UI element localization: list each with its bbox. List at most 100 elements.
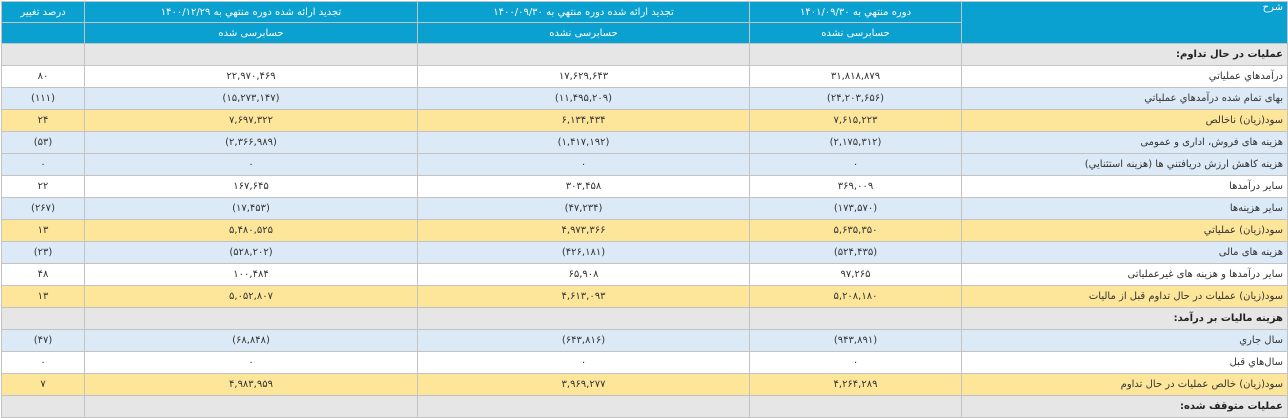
change-percent: ۰ [1,153,85,176]
value-1401-09-30: (۲۴,۲۰۳,۶۵۶) [749,87,962,110]
header-change-percent[interactable]: درصد تغيير [1,1,85,23]
table-row: سود(زيان) عملياتي ۵,۶۳۵,۳۵۰ ۴,۹۷۳,۳۶۶ ۵,۴۸۰… [1,219,1288,242]
section-header-row: هزينه ماليات بر درآمد: [1,307,1288,330]
value-1400-12-29: (۶۸,۸۴۸) [84,329,418,352]
change-percent: ۰ [1,351,85,374]
value-1400-12-29 [84,307,418,330]
value-1400-12-29 [84,395,418,418]
change-percent: (۲۳) [1,241,85,264]
value-1400-12-29: ۵,۴۸۰,۵۲۵ [84,219,418,242]
value-1400-12-29: ۲۲,۹۷۰,۴۶۹ [84,65,418,88]
row-label: عمليات متوقف شده: [961,395,1288,418]
table-row: سال جاري (۹۴۳,۸۹۱) (۶۴۳,۸۱۶) (۶۸,۸۴۸) (۴۷) [1,329,1288,352]
change-percent: ۱۳ [1,285,85,308]
audit-status-col1: حسابرسی نشده [749,22,962,44]
value-1400-09-30 [417,395,750,418]
header-description[interactable]: شرح [961,1,1288,44]
change-percent: ۸۰ [1,65,85,88]
value-1401-09-30: ۹۷,۲۶۵ [749,263,962,286]
table-row: ساير درآمدها و هزينه هاى غيرعملياتى ۹۷,۲۶… [1,263,1288,286]
row-label: سال‌هاي قبل [961,351,1288,374]
value-1400-09-30: ۴,۶۱۳,۰۹۳ [417,285,750,308]
value-1400-09-30: ۰ [417,153,750,176]
value-1400-09-30: (۶۴۳,۸۱۶) [417,329,750,352]
row-label: هزينه هاى مالى [961,241,1288,264]
value-1401-09-30: (۲,۱۷۵,۳۱۲) [749,131,962,154]
value-1400-12-29 [84,43,418,66]
value-1400-09-30: (۱,۴۱۷,۱۹۲) [417,131,750,154]
value-1400-12-29: ۱۰۰,۴۸۴ [84,263,418,286]
change-percent: (۲۶۷) [1,197,85,220]
change-percent: (۴۷) [1,329,85,352]
change-percent: ۲۴ [1,109,85,132]
value-1400-12-29: (۱۷,۴۵۳) [84,197,418,220]
header-restated-1400-12-29[interactable]: تجديد ارائه شده دوره منتهي به ۱۴۰۰/۱۲/۲۹ [84,1,418,23]
value-1400-09-30 [417,43,750,66]
change-percent: ۷ [1,373,85,396]
value-1400-09-30: (۴۷,۲۳۴) [417,197,750,220]
table-row: ساير درآمدها ۳۶۹,۰۰۹ ۳۰۳,۴۵۸ ۱۶۷,۶۴۵ ۲۲ [1,175,1288,198]
audit-status-change [1,22,85,44]
row-label: هزينه هاى فروش، ادارى و عمومى [961,131,1288,154]
section-header-row: عمليات در حال تداوم: [1,43,1288,66]
value-1401-09-30: (۵۲۴,۴۳۵) [749,241,962,264]
value-1401-09-30: ۳۱,۸۱۸,۸۷۹ [749,65,962,88]
value-1401-09-30: ۷,۶۱۵,۲۲۳ [749,109,962,132]
table-row: سود(زيان) عمليات در حال تداوم قبل از مال… [1,285,1288,308]
value-1400-12-29: ۵,۰۵۲,۸۰۷ [84,285,418,308]
value-1400-12-29: ۴,۹۸۳,۹۵۹ [84,373,418,396]
value-1400-12-29: ۰ [84,351,418,374]
table-row: هزينه هاى مالى (۵۲۴,۴۳۵) (۴۲۶,۱۸۱) (۵۲۸,۲۰۲… [1,241,1288,264]
value-1401-09-30: ۵,۲۰۸,۱۸۰ [749,285,962,308]
header-period-1401-09-30[interactable]: دوره منتهي به ۱۴۰۱/۰۹/۳۰ [749,1,962,23]
audit-status-col2: حسابرسی نشده [417,22,750,44]
row-label: بهاى تمام شده درآمدهاي عملياتي [961,87,1288,110]
value-1401-09-30: ۵,۶۳۵,۳۵۰ [749,219,962,242]
change-percent [1,307,85,330]
row-label: هزينه ماليات بر درآمد: [961,307,1288,330]
row-label: سود(زيان) خالص عمليات در حال تداوم [961,373,1288,396]
value-1400-09-30: ۱۷,۶۲۹,۶۴۳ [417,65,750,88]
row-label: درآمدهاي عملياتي [961,65,1288,88]
header-row-titles: شرح دوره منتهي به ۱۴۰۱/۰۹/۳۰ تجديد ارائه… [1,1,1288,44]
row-label: سود(زيان) عمليات در حال تداوم قبل از مال… [961,285,1288,308]
change-percent: ۱۳ [1,219,85,242]
row-label: ساير درآمدها و هزينه هاى غيرعملياتى [961,263,1288,286]
row-label: سال جاري [961,329,1288,352]
header-restated-1400-09-30[interactable]: تجديد ارائه شده دوره منتهي به ۱۴۰۰/۰۹/۳۰ [417,1,750,23]
row-label: ساير درآمدها [961,175,1288,198]
table-body: عمليات در حال تداوم: درآمدهاي عملياتي ۳۱,۸… [1,43,1288,418]
value-1401-09-30: ۳۶۹,۰۰۹ [749,175,962,198]
value-1400-12-29: (۱۵,۲۷۳,۱۴۷) [84,87,418,110]
value-1401-09-30 [749,307,962,330]
table-row: بهاى تمام شده درآمدهاي عملياتي (۲۴,۲۰۳,۶۵… [1,87,1288,110]
value-1401-09-30 [749,395,962,418]
change-percent [1,395,85,418]
value-1401-09-30: (۱۷۳,۵۷۰) [749,197,962,220]
value-1400-12-29: ۷,۶۹۷,۳۲۲ [84,109,418,132]
value-1400-09-30: ۳,۹۶۹,۲۷۷ [417,373,750,396]
value-1400-12-29: (۲,۳۶۶,۹۸۹) [84,131,418,154]
table-row: هزينه هاى فروش، ادارى و عمومى (۲,۱۷۵,۳۱۲)… [1,131,1288,154]
row-label: سود(زيان) ناخالص [961,109,1288,132]
change-percent: (۵۳) [1,131,85,154]
value-1400-09-30: ۶,۱۳۴,۴۳۴ [417,109,750,132]
value-1400-09-30: ۰ [417,351,750,374]
value-1400-12-29: ۱۶۷,۶۴۵ [84,175,418,198]
change-percent: (۱۱۱) [1,87,85,110]
value-1400-12-29: ۰ [84,153,418,176]
table-row: هزينه کاهش ارزش دريافتني ها (هزينه استثن… [1,153,1288,176]
table-row: سود(زيان) خالص عمليات در حال تداوم ۴,۲۶۴,… [1,373,1288,396]
value-1401-09-30: ۰ [749,351,962,374]
change-percent: ۲۲ [1,175,85,198]
audit-status-col3: حسابرسی شده [84,22,418,44]
value-1400-12-29: (۵۲۸,۲۰۲) [84,241,418,264]
section-header-row: عمليات متوقف شده: [1,395,1288,418]
value-1400-09-30: ۳۰۳,۴۵۸ [417,175,750,198]
table-row: درآمدهاي عملياتي ۳۱,۸۱۸,۸۷۹ ۱۷,۶۲۹,۶۴۳ ۲۲,۹… [1,65,1288,88]
table-row: سال‌هاي قبل ۰ ۰ ۰ ۰ [1,351,1288,374]
row-label: ساير هزينه‌ها [961,197,1288,220]
value-1400-09-30: ۶۵,۹۰۸ [417,263,750,286]
change-percent [1,43,85,66]
